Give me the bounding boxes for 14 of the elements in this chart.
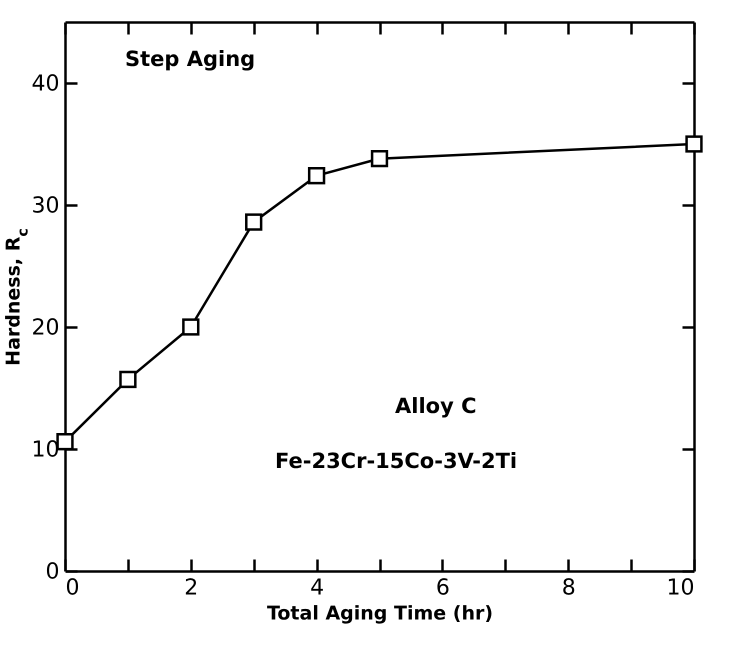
annotation: Step Aging xyxy=(125,47,256,71)
x-tick-label: 10 xyxy=(666,576,694,600)
x-tick-label: 4 xyxy=(310,576,324,600)
x-axis-title: Total Aging Time (hr) xyxy=(266,602,494,624)
x-tick-label: 0 xyxy=(66,576,80,600)
y-tick-label: 40 xyxy=(32,72,60,96)
y-tick-label: 0 xyxy=(46,560,60,584)
x-tick-label: 6 xyxy=(436,576,450,600)
x-tick-label: 2 xyxy=(184,576,198,600)
annotation: Alloy C xyxy=(395,394,476,418)
x-tick-label: 8 xyxy=(562,576,576,600)
y-tick-label: 30 xyxy=(32,194,60,218)
annotation: Fe-23Cr-15Co-3V-2Ti xyxy=(275,449,518,473)
y-tick-label: 20 xyxy=(32,316,60,340)
